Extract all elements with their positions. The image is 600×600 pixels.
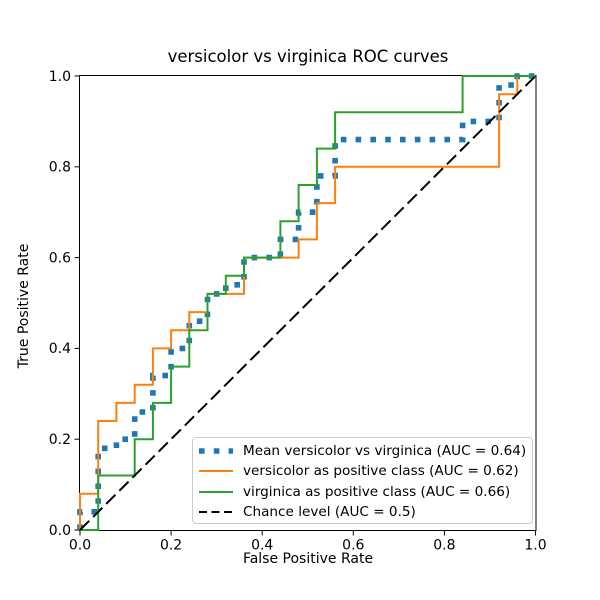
y-tick-label: 0.2: [49, 432, 71, 448]
y-tick-label: 1.0: [49, 69, 71, 85]
axis-ticks: [74, 75, 536, 536]
legend-label: virginica as positive class (AUC = 0.66): [243, 483, 511, 500]
legend-label: Mean versicolor vs virginica (AUC = 0.64…: [243, 443, 527, 460]
chart-title: versicolor vs virginica ROC curves: [167, 47, 449, 66]
x-tick-label: 0.4: [251, 538, 273, 554]
legend-entry: virginica as positive class (AUC = 0.66): [199, 482, 526, 502]
legend-handle-dashed: [199, 511, 233, 514]
legend-handle-dotted: [199, 448, 233, 454]
axes-spines: [79, 75, 537, 531]
x-axis-label: False Positive Rate: [242, 551, 374, 567]
x-tick-label: 0.8: [433, 538, 455, 554]
axes-frame: [79, 75, 537, 531]
legend-entry: Chance level (AUC = 0.5): [199, 502, 526, 522]
y-tick-label: 0.8: [49, 160, 71, 176]
roc-curves: [77, 73, 537, 531]
legend-label: versicolor as positive class (AUC = 0.62…: [243, 463, 519, 480]
y-tick-label: 0.4: [49, 341, 71, 357]
x-tick-label: 0.0: [69, 538, 91, 554]
y-tick-label: 0.0: [49, 523, 71, 539]
x-tick-label: 0.2: [160, 538, 182, 554]
legend-handle-solid: [199, 490, 233, 493]
chance-level-line: [79, 75, 537, 531]
y-tick-label: 0.6: [49, 250, 71, 266]
axis-tick-labels: 0.0 0.2 0.4 0.6 0.8 1.0 0.0 0.2 0.4 0.6 0.8 1.0: [49, 69, 547, 554]
legend-entry: Mean versicolor vs virginica (AUC = 0.64…: [199, 441, 526, 461]
y-axis-label: True Positive Rate: [16, 243, 32, 369]
x-tick-label: 0.6: [342, 538, 364, 554]
legend-box: Mean versicolor vs virginica (AUC = 0.64…: [192, 437, 533, 524]
x-tick-label: 1.0: [524, 538, 546, 554]
virginica-roc-curve: [80, 75, 536, 531]
legend-entry: versicolor as positive class (AUC = 0.62…: [199, 461, 526, 481]
legend-label: Chance level (AUC = 0.5): [243, 504, 416, 521]
legend-handle-solid: [199, 470, 233, 473]
